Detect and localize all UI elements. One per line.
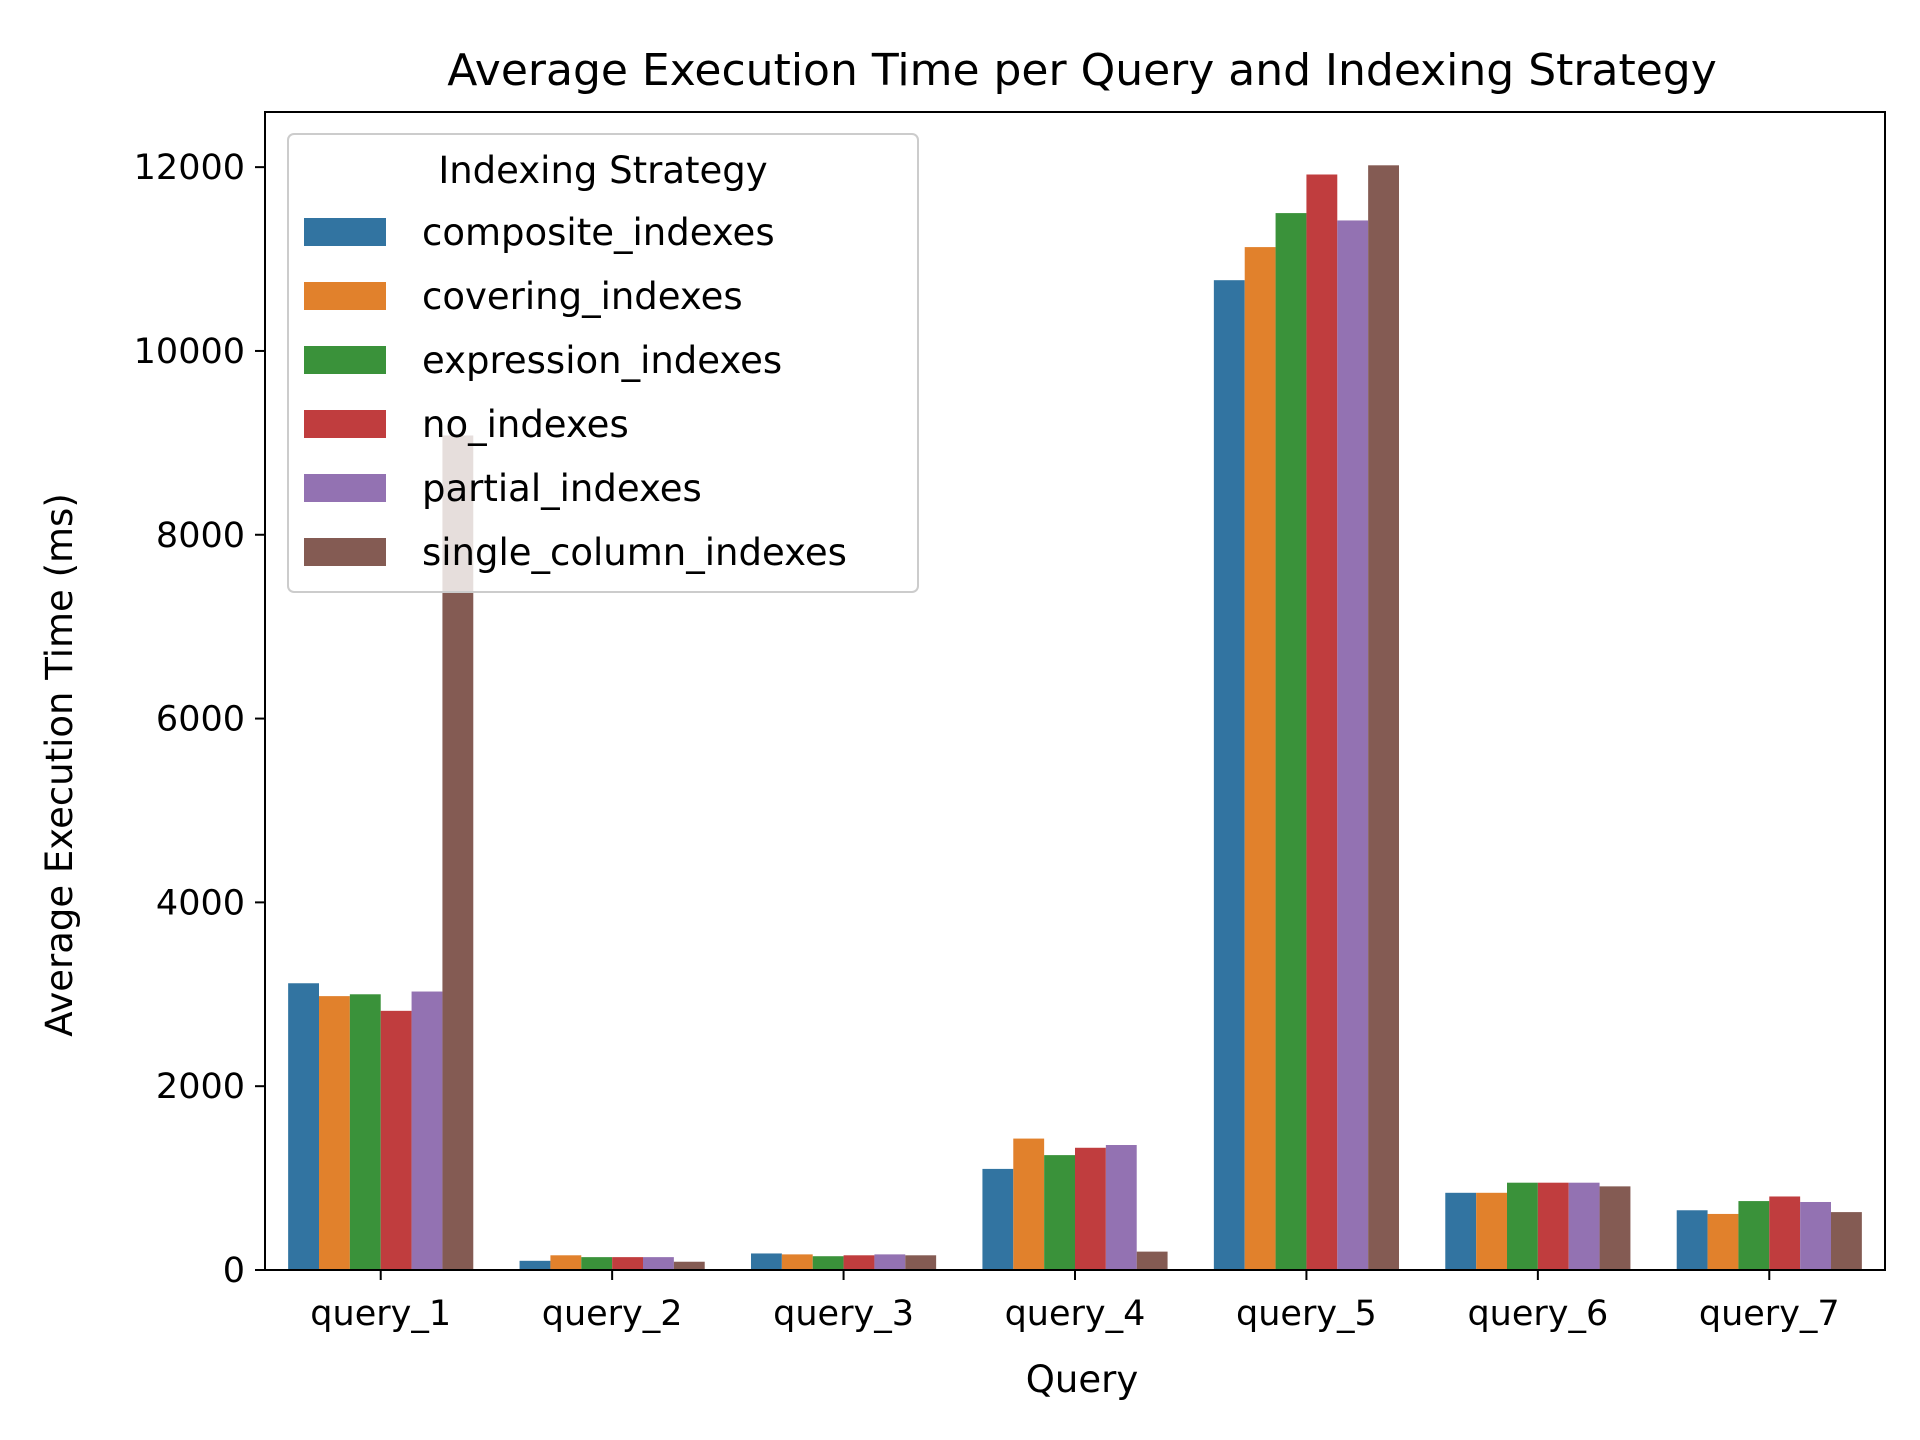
bar-single_column_indexes-query_3 [905, 1255, 937, 1270]
bar-partial_indexes-query_4 [1105, 1145, 1137, 1270]
bar-single_column_indexes-query_7 [1831, 1212, 1862, 1270]
y-tick-label: 10000 [134, 332, 245, 372]
bar-partial_indexes-query_3 [874, 1254, 906, 1270]
legend-swatch-no_indexes [304, 410, 386, 438]
bar-composite_indexes-query_7 [1676, 1210, 1708, 1270]
legend: Indexing Strategy composite_indexescover… [287, 133, 919, 593]
y-axis-label: Average Execution Time (ms) [38, 493, 81, 1037]
y-tick-label: 2000 [156, 1067, 245, 1107]
bar-no_indexes-query_6 [1537, 1182, 1569, 1270]
legend-label-covering_indexes: covering_indexes [422, 275, 743, 318]
y-tick-label: 8000 [156, 516, 245, 556]
legend-box [287, 133, 919, 593]
x-tick-label: query_6 [1467, 1294, 1608, 1334]
bar-no_indexes-query_5 [1306, 174, 1338, 1270]
bar-partial_indexes-query_5 [1337, 220, 1369, 1270]
bar-expression_indexes-query_3 [812, 1256, 844, 1270]
bar-partial_indexes-query_2 [643, 1257, 674, 1270]
bar-expression_indexes-query_5 [1275, 213, 1307, 1271]
bar-single_column_indexes-query_5 [1368, 165, 1399, 1270]
x-tick-label: query_7 [1699, 1294, 1840, 1334]
bar-expression_indexes-query_7 [1738, 1201, 1770, 1270]
x-tick-label: query_2 [542, 1294, 683, 1334]
legend-label-single_column_indexes: single_column_indexes [422, 531, 847, 574]
bar-expression_indexes-query_1 [349, 994, 381, 1270]
bar-partial_indexes-query_7 [1800, 1201, 1831, 1270]
bar-no_indexes-query_2 [612, 1257, 643, 1270]
bar-single_column_indexes-query_6 [1599, 1186, 1631, 1270]
legend-swatch-composite_indexes [304, 218, 386, 246]
x-tick-label: query_1 [310, 1294, 451, 1334]
bar-single_column_indexes-query_4 [1136, 1251, 1168, 1270]
bar-no_indexes-query_4 [1075, 1147, 1106, 1270]
y-tick-label: 12000 [134, 148, 245, 188]
legend-label-expression_indexes: expression_indexes [422, 339, 782, 382]
bar-expression_indexes-query_4 [1044, 1155, 1075, 1270]
x-axis: query_1 query_2 query_3 query_4 query_5 query… [310, 1270, 1840, 1334]
bar-covering_indexes-query_5 [1244, 247, 1276, 1271]
legend-items: composite_indexes covering_indexesexpress… [304, 211, 847, 574]
x-axis-label: Query [1026, 1358, 1138, 1401]
bar-covering_indexes-query_2 [550, 1255, 582, 1270]
y-tick-label: 0 [223, 1251, 245, 1291]
bar-composite_indexes-query_1 [288, 983, 319, 1270]
legend-swatch-single_column_indexes [304, 538, 386, 566]
bar-covering_indexes-query_3 [781, 1254, 813, 1270]
bar-single_column_indexes-query_2 [673, 1261, 705, 1270]
bar-expression_indexes-query_2 [581, 1257, 613, 1270]
bar-covering_indexes-query_6 [1476, 1192, 1507, 1270]
chart-title: Average Execution Time per Query and Ind… [447, 45, 1716, 96]
legend-swatch-expression_indexes [304, 346, 386, 374]
bar-partial_indexes-query_1 [411, 991, 443, 1270]
bar-composite_indexes-query_2 [519, 1260, 551, 1270]
legend-swatch-covering_indexes [304, 282, 386, 310]
legend-label-no_indexes: no_indexes [422, 403, 629, 446]
bar-partial_indexes-query_6 [1568, 1182, 1600, 1270]
bar-covering_indexes-query_1 [319, 996, 350, 1270]
y-axis: 0 2000 4000 6000 8000 10000 12000 [134, 148, 265, 1291]
x-tick-label: query_3 [773, 1294, 914, 1334]
bar-expression_indexes-query_6 [1507, 1182, 1538, 1270]
bar-composite_indexes-query_3 [751, 1253, 782, 1270]
x-tick-label: query_5 [1236, 1294, 1377, 1334]
bar-composite_indexes-query_4 [982, 1168, 1014, 1270]
bar-composite_indexes-query_5 [1213, 280, 1245, 1271]
legend-title: Indexing Strategy [438, 149, 767, 192]
bar-composite_indexes-query_6 [1445, 1192, 1477, 1270]
bar-no_indexes-query_1 [380, 1010, 412, 1270]
y-tick-label: 4000 [156, 883, 245, 923]
y-tick-label: 6000 [156, 700, 245, 740]
bar-no_indexes-query_3 [843, 1255, 875, 1270]
x-tick-label: query_4 [1005, 1294, 1146, 1334]
bar-no_indexes-query_7 [1769, 1196, 1801, 1270]
bar-covering_indexes-query_7 [1707, 1213, 1739, 1270]
legend-label-composite_indexes: composite_indexes [422, 211, 775, 254]
bars-group [288, 165, 1862, 1271]
bar-covering_indexes-query_4 [1013, 1138, 1045, 1270]
legend-swatch-partial_indexes [304, 474, 386, 502]
legend-label-partial_indexes: partial_indexes [422, 467, 702, 510]
